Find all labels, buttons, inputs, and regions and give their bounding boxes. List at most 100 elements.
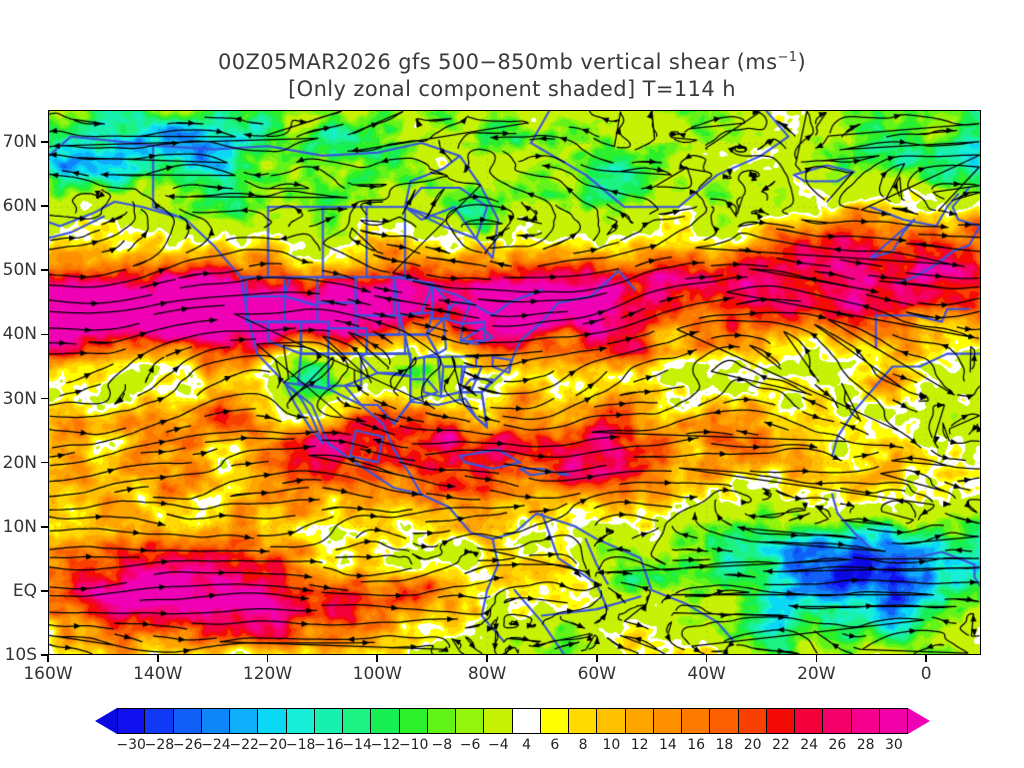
y-axis-label-60n: 60N: [2, 196, 37, 217]
colorbar-swatch-6[interactable]: [286, 708, 315, 734]
title-line-1-prefix: 00Z05MAR2026 gfs 500−850mb vertical shea…: [217, 50, 778, 74]
map-plot-area[interactable]: [48, 110, 981, 655]
colorbar-swatch-8[interactable]: [343, 708, 372, 734]
colorbar-tick-11: −8: [431, 737, 453, 753]
colorbar-tick-19: 14: [658, 737, 677, 753]
colorbar-swatch-27[interactable]: [879, 708, 908, 734]
y-axis-tick: [41, 654, 48, 656]
shear-field: [49, 111, 980, 654]
colorbar-tick-21: 18: [715, 737, 734, 753]
y-axis-label-10s: 10S: [4, 645, 37, 665]
colorbar-swatch-4[interactable]: [230, 708, 259, 734]
y-axis-tick: [41, 397, 48, 400]
title-line-1-suffix: ): [797, 50, 807, 74]
colorbar-swatch-5[interactable]: [258, 708, 287, 734]
streamline-overlay: [49, 111, 980, 654]
y-axis-label-10n: 10N: [2, 516, 37, 537]
y-axis-tick: [41, 205, 48, 207]
colorbar-swatch-24[interactable]: [795, 708, 824, 734]
colorbar-swatch-10[interactable]: [399, 708, 428, 734]
colorbar-tick-20: 16: [687, 737, 706, 753]
x-axis-label-140w: 140W: [133, 664, 183, 684]
colorbar-swatch-1[interactable]: [145, 708, 174, 734]
x-axis-label-160w: 160W: [23, 664, 73, 684]
title-units-superscript: −1: [777, 50, 798, 65]
y-axis-tick: [41, 269, 48, 272]
colorbar-swatch-2[interactable]: [173, 708, 202, 734]
y-axis-tick: [41, 333, 48, 336]
colorbar-tick-14: 4: [522, 737, 532, 753]
colorbar-swatch-16[interactable]: [569, 708, 598, 734]
colorbar-swatch-15[interactable]: [540, 708, 569, 734]
x-axis-tick: [925, 655, 927, 662]
colorbar-over-arrow: [908, 708, 930, 734]
x-axis-tick: [815, 655, 818, 662]
colorbar-swatch-26[interactable]: [851, 708, 880, 734]
y-axis-tick: [41, 461, 48, 464]
colorbar-swatch-7[interactable]: [314, 708, 343, 734]
colorbar-tick-22: 20: [743, 737, 762, 753]
colorbar-tick-25: 26: [828, 737, 847, 753]
colorbar-tick-26: 28: [856, 737, 875, 753]
colorbar-tick-1: −28: [144, 737, 175, 753]
x-axis-label-100w: 100W: [352, 664, 402, 684]
y-axis-tick: [41, 141, 48, 143]
chart-title: 00Z05MAR2026 gfs 500−850mb vertical shea…: [0, 44, 1024, 103]
x-axis-label-120w: 120W: [242, 664, 293, 684]
colorbar-swatch-11[interactable]: [427, 708, 456, 734]
colorbar-tick-15: 6: [550, 737, 560, 753]
colorbar-swatch-20[interactable]: [682, 708, 711, 734]
colorbar-tick-8: −14: [342, 737, 372, 753]
colorbar-tick-5: −20: [257, 737, 288, 753]
colorbar-tick-18: 12: [630, 737, 649, 753]
colorbar-tick-13: −4: [488, 737, 509, 753]
colorbar-tick-16: 8: [578, 737, 588, 753]
colorbar-swatch-21[interactable]: [710, 708, 739, 734]
y-axis-label-eq: EQ: [12, 580, 37, 601]
x-axis-label-40w: 40W: [687, 664, 726, 684]
colorbar-swatch-19[interactable]: [653, 708, 682, 734]
y-axis-label-50n: 50N: [2, 260, 37, 281]
y-axis-tick: [41, 590, 48, 592]
colorbar-swatch-12[interactable]: [456, 708, 485, 734]
y-axis-label-70n: 70N: [2, 132, 37, 153]
colorbar-swatch-23[interactable]: [766, 708, 795, 734]
x-axis-label-0: 0: [920, 664, 932, 684]
colorbar-swatch-14[interactable]: [512, 708, 541, 734]
colorbar-tick-6: −18: [285, 737, 316, 753]
x-axis-label-60w: 60W: [577, 664, 617, 684]
colorbar-tick-4: −22: [229, 737, 259, 753]
y-axis-label-40n: 40N: [2, 324, 37, 345]
colorbar-swatch-18[interactable]: [625, 708, 654, 734]
colorbar-tick-23: 22: [771, 737, 790, 753]
title-line-1: 00Z05MAR2026 gfs 500−850mb vertical shea…: [0, 44, 1024, 76]
colorbar-tick-3: −24: [201, 737, 231, 753]
x-axis-tick: [486, 655, 488, 662]
colorbar-tick-27: 30: [884, 737, 903, 753]
x-axis-label-20w: 20W: [797, 664, 836, 684]
colorbar-swatch-17[interactable]: [597, 708, 626, 734]
colorbar-under-arrow: [95, 708, 117, 734]
title-line-2: [Only zonal component shaded] T=114 h: [288, 77, 736, 101]
colorbar-swatch-25[interactable]: [823, 708, 852, 734]
colorbar-swatch-13[interactable]: [484, 708, 513, 734]
colorbar-tick-2: −26: [172, 737, 203, 753]
x-axis-tick: [376, 655, 379, 662]
colorbar-swatch-0[interactable]: [117, 708, 146, 734]
y-axis-tick: [41, 525, 48, 528]
colorbar[interactable]: −30 −28 −26 −24 −22 −20 −18 −16 −14 −12 −10 −8 −6 −4 4…: [0, 703, 1024, 765]
colorbar-swatch-9[interactable]: [371, 708, 400, 734]
y-axis-label-20n: 20N: [2, 452, 37, 473]
x-axis-tick: [705, 655, 708, 662]
y-axis-label-30n: 30N: [2, 388, 37, 409]
colorbar-swatches[interactable]: [117, 708, 908, 734]
x-axis-label-80w: 80W: [467, 664, 507, 684]
colorbar-swatch-22[interactable]: [738, 708, 767, 734]
colorbar-tick-9: −12: [370, 737, 401, 753]
colorbar-tick-10: −10: [398, 737, 429, 753]
x-axis-tick: [596, 655, 598, 662]
colorbar-tick-7: −16: [314, 737, 344, 753]
x-axis-tick: [156, 655, 159, 662]
colorbar-swatch-3[interactable]: [201, 708, 230, 734]
